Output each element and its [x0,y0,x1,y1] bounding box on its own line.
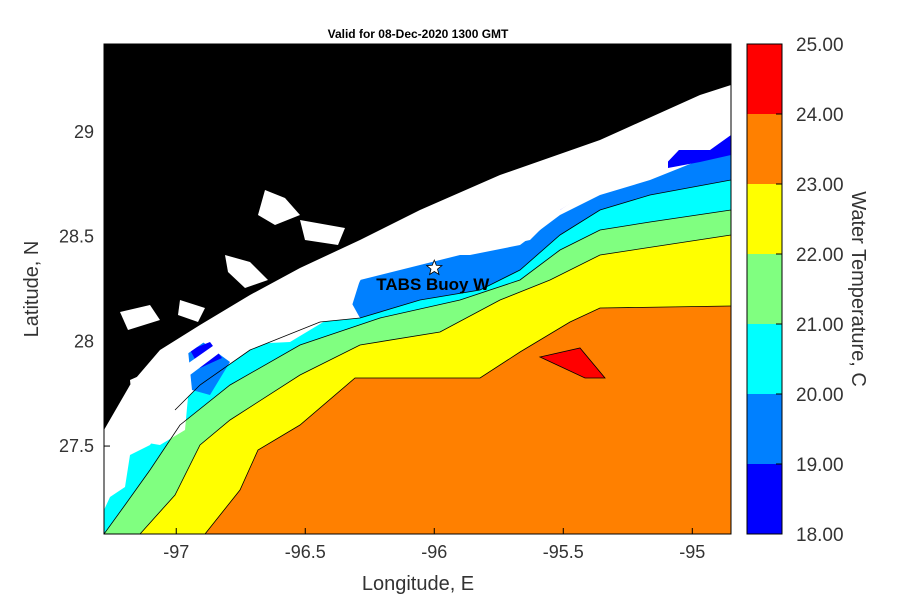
map-title: Valid for 08-Dec-2020 1300 GMT [328,27,509,41]
x-tick-label: -95.5 [543,542,584,562]
colorbar-swatch [747,464,782,534]
buoy-marker: TABS Buoy W [376,258,490,294]
colorbar-label: Water Temperature, C [847,191,869,387]
x-axis-ticks: -97 -96.5 -96 -95.5 -95 [163,528,705,562]
colorbar-tick-label: 23.00 [796,175,844,196]
colorbar-swatch [747,184,782,254]
bay-water [258,190,300,225]
x-tick-label: -96.5 [285,542,326,562]
colorbar-tick-label: 24.00 [796,105,844,126]
land-mass [104,44,731,430]
temp-band-24-25 [205,306,731,534]
bay-water [178,300,205,322]
contour-line [139,234,731,534]
x-tick-label: -96 [421,542,447,562]
colorbar-ticks: 25.00 24.00 23.00 22.00 21.00 20.00 19.00 18.00 [776,35,844,546]
temp-band-22-23 [140,235,731,534]
map-plot-area [104,44,731,534]
bay-water [225,255,268,288]
colorbar-swatch [747,254,782,324]
contour-line [538,347,606,379]
star-icon [425,258,443,276]
colorbar-swatch [747,114,782,184]
colorbar-tick-label: 18.00 [796,525,844,546]
x-tick-label: -95 [679,542,705,562]
no-data-strip [104,85,731,480]
contour-line [204,305,731,534]
y-tick-label: 28.5 [59,227,94,247]
colorbar-tick-label: 25.00 [796,35,844,56]
contour-line [174,179,731,411]
y-axis-label: Latitude, N [21,241,43,338]
buoy-label: TABS Buoy W [376,275,490,294]
plot-frame [103,43,732,535]
x-tick-label: -97 [163,542,189,562]
bay-water [120,305,160,330]
temp-band-19-20 [350,150,731,318]
colorbar-tick-label: 20.00 [796,385,844,406]
colorbar [747,44,782,534]
colorbar-tick-label: 21.00 [796,315,844,336]
temp-band-24-25 [540,348,605,378]
colorbar-swatch [747,324,782,394]
bay-water [130,372,150,400]
bay-water [300,220,345,245]
y-tick-label: 28 [74,331,94,351]
colorbar-frame [746,43,783,535]
temp-band-20-21 [104,180,731,534]
contour-lines [104,179,731,534]
colorbar-swatch [747,394,782,464]
x-axis-label: Longitude, E [362,573,474,595]
colorbar-tick-label: 19.00 [796,455,844,476]
colorbar-tick-label: 22.00 [796,245,844,266]
y-axis-ticks: 29 28.5 28 27.5 [59,122,110,456]
y-tick-label: 27.5 [59,436,94,456]
temp-band-18-19 [668,135,731,168]
y-tick-label: 29 [74,122,94,142]
colorbar-swatch [747,44,782,114]
temp-band-21-22 [104,210,731,534]
contour-line [104,209,731,534]
